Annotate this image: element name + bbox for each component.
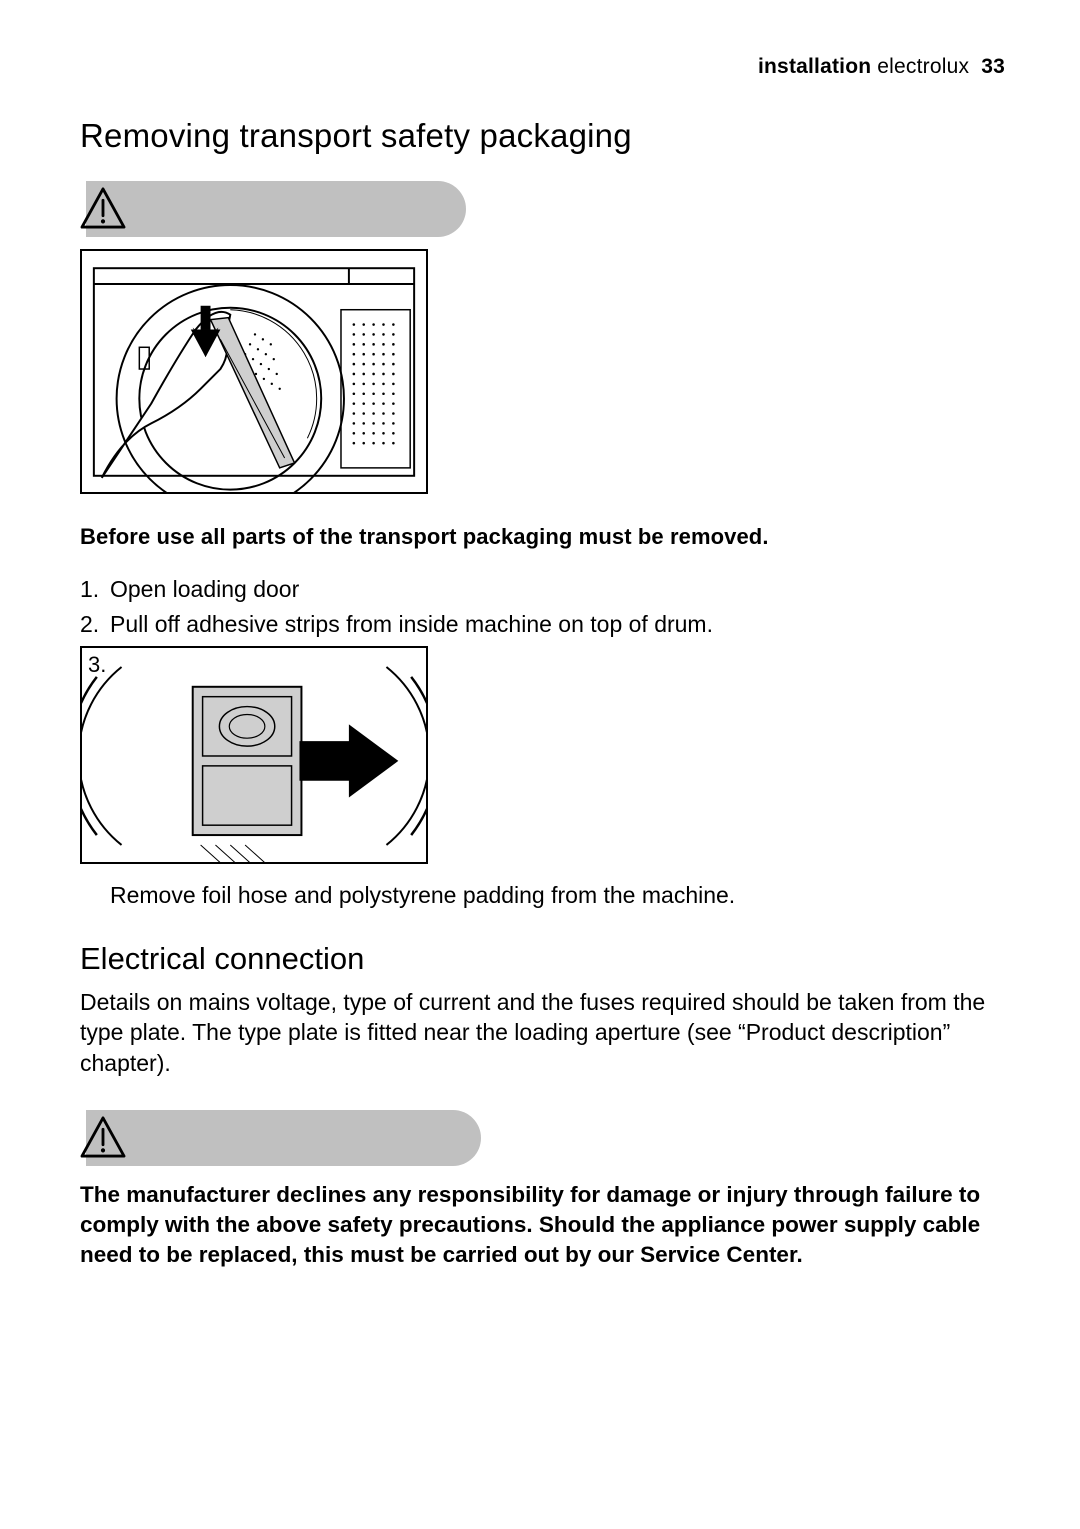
figure-remove-padding: 3. [80,646,428,864]
page-header: installation electrolux 33 [80,55,1005,79]
header-section: installation [758,55,871,78]
warning-text-block: The manufacturer declines any responsibi… [80,1180,1005,1270]
steps-list: 1. Open loading door 2. Pull off adhesiv… [80,574,1005,640]
instruction-bold: Before use all parts of the transport pa… [80,524,1005,550]
grey-pill-decor [86,181,466,237]
warning-bar-1 [80,179,1005,239]
figure-remove-adhesive-strips [80,249,428,494]
header-page-number: 33 [981,55,1005,78]
electrical-body-text: Details on mains voltage, type of curren… [80,987,1005,1078]
warning-icon [80,187,126,229]
header-brand: electrolux [877,55,975,78]
step-2: 2. Pull off adhesive strips from inside … [80,609,1005,640]
figure-number: 3. [88,652,106,678]
after-figure-text: Remove foil hose and polystyrene padding… [110,882,1005,909]
heading-remove-packaging: Removing transport safety packaging [80,117,1005,155]
heading-electrical-connection: Electrical connection [80,941,1005,977]
warning-bar-2 [80,1106,1005,1168]
step-number: 2. [80,609,110,640]
step-number: 1. [80,574,110,605]
step-1: 1. Open loading door [80,574,1005,605]
grey-pill-decor [86,1110,481,1166]
step-text: Pull off adhesive strips from inside mac… [110,609,713,640]
step-text: Open loading door [110,574,299,605]
warning-icon [80,1116,126,1158]
